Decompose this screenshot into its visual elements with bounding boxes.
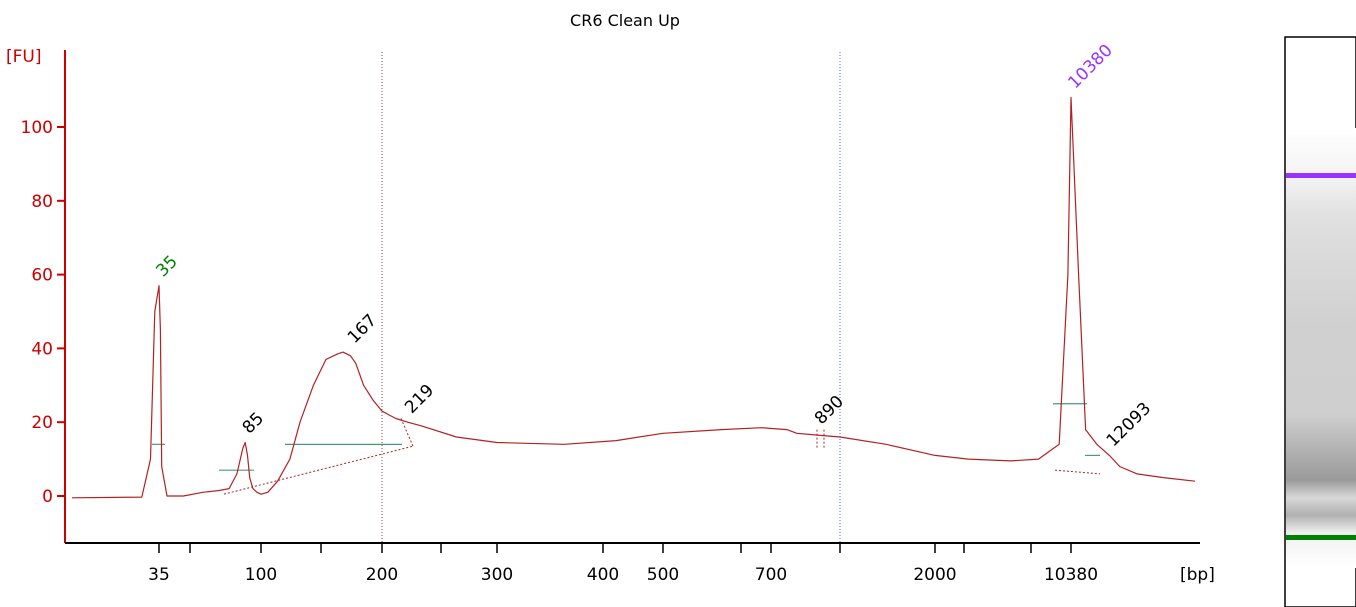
peak-label: 167 [344,311,381,348]
guide-lines [381,52,841,543]
baseline-marker [400,418,414,447]
y-tick-label: 0 [42,487,53,507]
y-tick-label: 60 [31,266,53,286]
gel-smear [1286,128,1356,568]
peak-label: 35 [152,252,181,281]
x-tick-label: 300 [481,565,513,585]
peak-label: 85 [239,409,268,438]
x-tick-label: 35 [148,565,170,585]
y-tick-label: 80 [31,192,53,212]
trace-layer [71,96,1196,499]
x-tick-label: 400 [587,565,619,585]
peak-label: 12093 [1103,399,1155,451]
x-axis-unit: [bp] [1180,565,1215,585]
peak-labels: 35 85 167 219 890 10380 12093 [152,41,1155,451]
y-tick-label: 100 [21,118,53,138]
y-tick-label: 40 [31,339,53,359]
lower-marker-band [1286,535,1356,540]
upper-marker-band [1286,173,1356,178]
axes [64,50,1200,544]
baseline-marker [1054,469,1101,475]
x-tick-label: 200 [366,565,398,585]
chart-title: CR6 Clean Up [570,11,680,30]
y-axis-unit: [FU] [6,47,42,67]
peak-label: 10380 [1064,41,1116,93]
x-tick-label: 500 [647,565,679,585]
x-ticks: 35 100 200 300 400 500 700 2000 10380 [148,543,1098,585]
peak-label: 219 [401,381,438,418]
baseline-marker [223,445,414,495]
x-tick-label: 700 [755,565,787,585]
trace-line [71,96,1196,499]
x-tick-label: 2000 [913,565,956,585]
gel-lane [1284,36,1356,607]
peak-regions [152,403,1101,495]
y-ticks: 0 20 40 60 80 100 [21,118,65,507]
peak-label: 890 [811,392,848,429]
x-tick-label: 10380 [1044,565,1098,585]
x-tick-label: 100 [245,565,277,585]
y-tick-label: 20 [31,413,53,433]
